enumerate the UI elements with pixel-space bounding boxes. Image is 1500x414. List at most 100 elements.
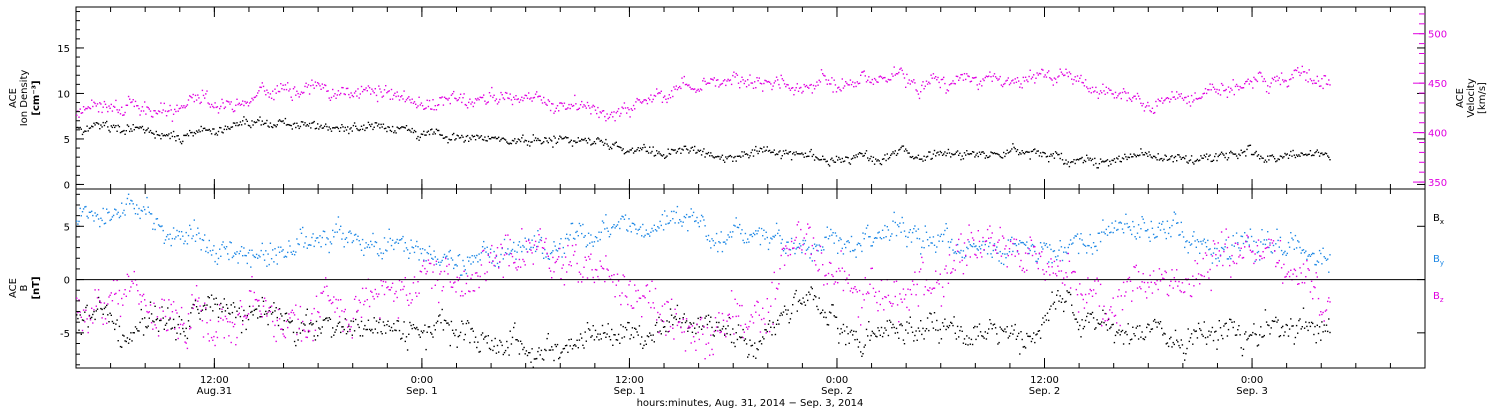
density-point [754,149,756,151]
bx-point [786,313,788,315]
density-point [1074,162,1076,165]
velocity-point [194,94,197,97]
bz-point [615,284,617,286]
velocity-point [843,85,846,87]
velocity-point [1181,97,1184,99]
bz-point [345,319,348,321]
bz-point [575,244,577,246]
bx-point [136,328,138,330]
density-point [448,138,450,140]
bx-point [1122,343,1125,345]
density-point [175,140,177,142]
density-point [177,135,179,137]
velocity-point [149,110,152,112]
by-point [1212,252,1215,254]
density-point [1320,152,1322,155]
bz-point [679,321,681,323]
density-point [1102,160,1104,162]
velocity-point [862,71,864,73]
by-point [974,245,976,248]
density-point [142,128,145,131]
velocity-point [765,80,767,82]
velocity-point [1064,74,1066,76]
by-point [262,253,265,256]
by-point [778,229,780,231]
density-point [1034,148,1036,150]
velocity-point [818,79,820,81]
velocity-point [1150,111,1152,113]
density-point [439,133,441,136]
density-point [154,137,156,139]
bx-point [742,328,744,331]
bx-point [691,331,694,333]
bx-point [1187,328,1189,330]
by-point [643,236,645,238]
velocity-point [1201,96,1203,98]
density-point [395,132,397,134]
velocity-point [857,82,860,85]
density-point [789,151,792,153]
bx-point [425,348,427,351]
bz-point [561,267,563,269]
velocity-point [1249,80,1252,82]
by-point [150,213,153,215]
by-point [779,235,781,237]
bx-point [433,324,435,327]
by-point [121,202,123,204]
velocity-point [853,86,855,88]
bz-point [97,289,100,291]
by-point [921,246,923,249]
by-point [192,235,194,237]
velocity-point [515,95,517,97]
by-point [513,241,515,244]
by-point [1166,220,1169,222]
velocity-point [376,100,379,103]
bz-point [634,284,636,286]
density-point [531,141,533,143]
bz-point [688,325,690,327]
by-point [772,235,774,238]
velocity-point [965,78,967,81]
density-point [442,137,445,139]
by-point [495,255,498,258]
by-point [253,255,255,258]
bz-point [662,320,665,323]
bz-point [627,303,629,306]
by-point [596,237,598,239]
velocity-point [1263,78,1265,80]
bx-point [555,345,557,348]
velocity-point [1209,83,1211,85]
by-point [998,260,1000,262]
velocity-point [1194,92,1196,94]
bx-point [1110,326,1112,328]
velocity-point [139,114,141,116]
density-point [647,152,650,154]
by-point [232,255,235,257]
bx-point [1042,317,1044,319]
bx-point [537,350,539,353]
bz-point [353,298,356,300]
velocity-point [546,104,548,106]
density-point [436,129,439,132]
density-point [669,153,672,155]
velocity-point [447,99,449,101]
bx-point [387,320,389,322]
bx-point [646,335,649,337]
density-point [584,137,586,140]
by-point [689,216,691,218]
velocity-point [361,90,364,93]
by-point [817,250,819,252]
density-point [991,152,993,154]
bz-point [232,325,235,328]
bx-point [1057,290,1059,292]
bz-point [495,254,498,256]
by-point [389,237,391,240]
velocity-point [77,110,79,112]
density-point [556,141,559,143]
velocity-point [552,103,554,105]
bx-point [312,323,314,325]
bx-point [1185,353,1187,355]
density-point [1162,160,1164,162]
velocity-point [168,110,170,112]
bz-point [237,314,239,316]
